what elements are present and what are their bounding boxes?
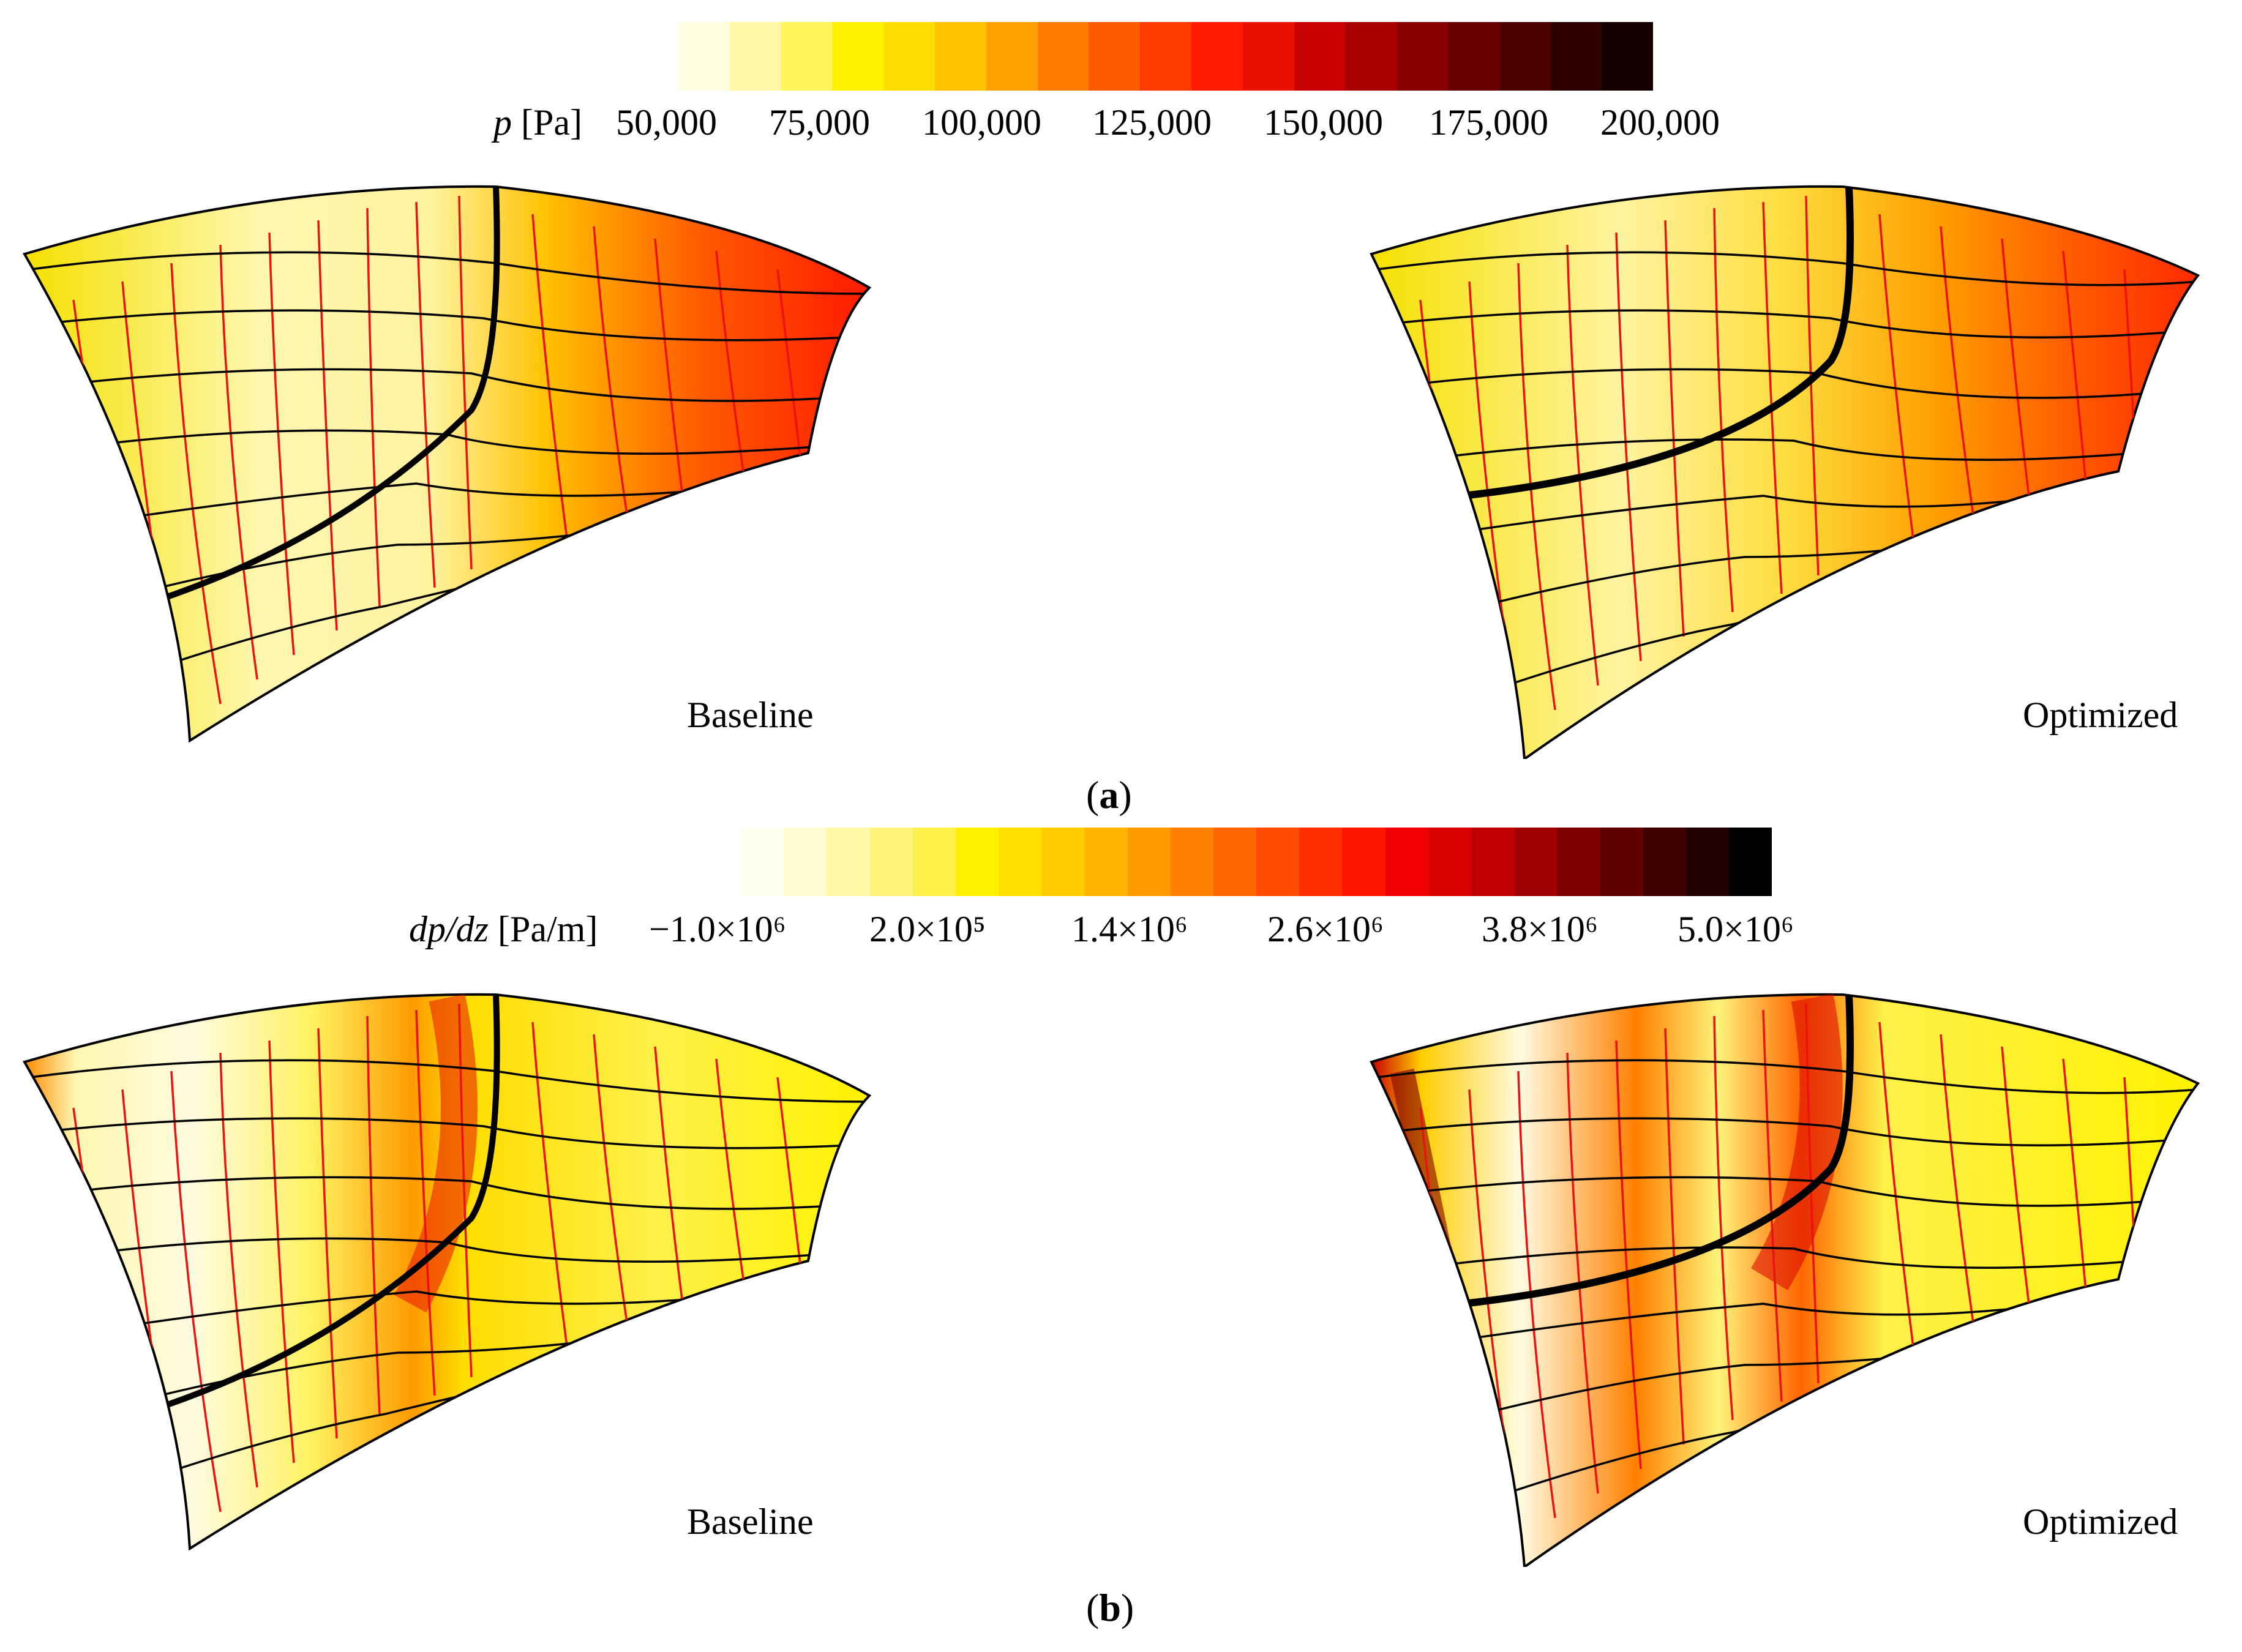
blade-surface-a-optimized — [1370, 185, 2200, 759]
colorbar-swatch — [934, 22, 986, 91]
colorbar-swatch — [1602, 22, 1654, 91]
colorbar-swatch — [729, 22, 781, 91]
blade-outline — [1370, 185, 2200, 759]
colorbar-swatch — [912, 828, 956, 896]
panel-a-optimized — [1365, 178, 2210, 759]
sublabel-a: (a) — [1086, 773, 1132, 817]
colorbar-tick-label: 100,000 — [922, 102, 1041, 143]
colorbar-swatch — [678, 22, 730, 91]
sublabel-b: (b) — [1086, 1586, 1134, 1629]
panel-a-baseline — [18, 178, 906, 759]
colorbar-gradient-unit: [Pa/m] — [498, 909, 598, 949]
colorbar-swatch — [1140, 22, 1191, 91]
colorbar-tick-label: 3.8×10⁶ — [1482, 909, 1598, 949]
colorbar-swatch — [1342, 828, 1385, 896]
blade-surface-b-optimized — [1370, 993, 2200, 1567]
colorbar-swatch — [883, 22, 935, 91]
colorbar-tick-label: 75,000 — [769, 102, 870, 143]
colorbar-tick-label: 2.6×10⁶ — [1267, 909, 1384, 949]
streamlines-black — [1377, 1059, 2198, 1495]
colorbar-swatch — [1499, 22, 1551, 91]
panel-b-baseline — [18, 985, 906, 1567]
colorbar-tick-label: 175,000 — [1429, 102, 1548, 143]
colorbar-swatch — [1041, 828, 1085, 896]
colorbar-swatch — [827, 828, 870, 896]
panel-label-optimized: Optimized — [2023, 1501, 2178, 1542]
colorbar-gradient-title: dp/dz [Pa/m] — [409, 908, 598, 951]
colorbar-swatch — [741, 828, 784, 896]
leading-edge-line — [97, 186, 500, 621]
colorbar-swatch — [784, 828, 827, 896]
colorbar-swatch — [1213, 828, 1257, 896]
colorbar-pressure — [678, 22, 1654, 91]
colorbar-swatch — [1685, 828, 1729, 896]
colorbar-swatch — [781, 22, 833, 91]
leading-edge-line — [1463, 994, 1854, 1307]
blade-outline — [23, 185, 872, 743]
colorbar-swatch — [999, 828, 1042, 896]
colorbar-gradient-symbol: dp/dz — [409, 909, 489, 949]
colorbar-swatch — [1037, 22, 1089, 91]
colorbar-swatch — [1385, 828, 1428, 896]
colorbar-swatch — [1242, 22, 1294, 91]
colorbar-swatch — [1256, 828, 1300, 896]
colorbar-swatch — [1728, 828, 1772, 896]
colorbar-swatch — [1294, 22, 1346, 91]
colorbar-tick-label: 200,000 — [1600, 102, 1720, 143]
colorbar-swatch — [1471, 828, 1515, 896]
blade-surface-b-baseline — [23, 993, 872, 1551]
colorbar-tick-label: 1.4×10⁶ — [1071, 909, 1188, 949]
colorbar-swatch — [1345, 22, 1397, 91]
colorbar-tick-label: −1.0×10⁶ — [649, 909, 786, 949]
colorbar-swatch — [986, 22, 1038, 91]
streamlines-red — [72, 195, 803, 717]
panel-label-baseline: Baseline — [687, 695, 814, 735]
colorbar-tick-label: 50,000 — [616, 102, 717, 143]
colorbar-swatch — [832, 22, 884, 91]
colorbar-swatch — [1600, 828, 1643, 896]
blade-surface-a-baseline — [23, 185, 872, 743]
colorbar-swatch — [1084, 828, 1128, 896]
panel-label-optimized: Optimized — [2023, 695, 2178, 735]
colorbar-swatch — [1428, 828, 1471, 896]
colorbar-swatch — [955, 828, 999, 896]
colorbar-swatch — [1397, 22, 1448, 91]
colorbar-swatch — [1643, 828, 1686, 896]
leading-edge-line — [1463, 186, 1854, 499]
colorbar-tick-label: 2.0×10⁵ — [869, 909, 986, 949]
panel-b-optimized — [1365, 985, 2210, 1567]
gradient-hotspot — [1750, 994, 1843, 1290]
colorbar-swatch — [1557, 828, 1600, 896]
leading-edge-line — [97, 994, 500, 1429]
colorbar-swatch — [1299, 828, 1343, 896]
gradient-hotspot — [394, 994, 478, 1313]
colorbar-swatch — [869, 828, 913, 896]
colorbar-tick-label: 150,000 — [1264, 102, 1383, 143]
colorbar-swatch — [1127, 828, 1171, 896]
colorbar-swatch — [1191, 22, 1243, 91]
colorbar-swatch — [1447, 22, 1499, 91]
colorbar-pressure-title: p [Pa] — [493, 102, 582, 144]
colorbar-pressure-symbol: p — [493, 102, 512, 143]
colorbar-swatch — [1514, 828, 1558, 896]
colorbar-swatch — [1089, 22, 1141, 91]
panel-label-baseline: Baseline — [687, 1501, 814, 1542]
colorbar-pressure-unit: [Pa] — [521, 102, 582, 143]
blade-outline — [23, 993, 872, 1551]
colorbar-pressure-gradient — [741, 828, 1772, 896]
colorbar-tick-label: 5.0×10⁶ — [1678, 909, 1794, 949]
colorbar-swatch — [1550, 22, 1602, 91]
colorbar-swatch — [1170, 828, 1213, 896]
colorbar-tick-label: 125,000 — [1092, 102, 1212, 143]
